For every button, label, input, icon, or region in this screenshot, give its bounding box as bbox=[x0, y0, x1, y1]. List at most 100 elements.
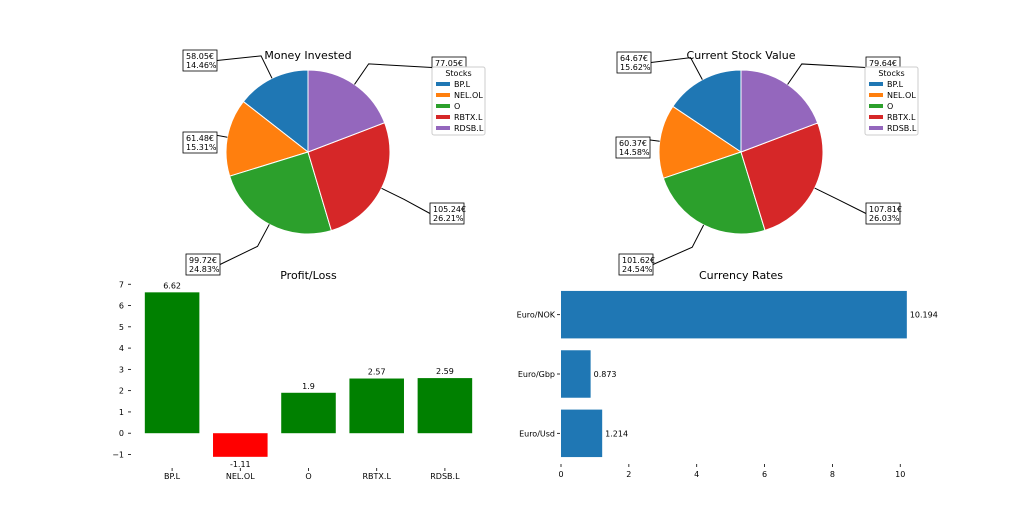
x-tick-label: 10 bbox=[895, 470, 905, 479]
bar-o bbox=[281, 392, 336, 434]
pie-slice-rbtx-l bbox=[307, 122, 391, 232]
annotation-leader-line bbox=[787, 63, 867, 85]
bar-value-label: 1.9 bbox=[302, 382, 315, 391]
x-tick-label: 0 bbox=[558, 470, 563, 479]
annotation-percent: 24.83% bbox=[189, 265, 220, 274]
annotation-percent: 14.46% bbox=[186, 61, 217, 70]
annotation-box bbox=[865, 202, 901, 225]
bar-value-label: 2.59 bbox=[436, 367, 454, 376]
annotation-leader-line bbox=[354, 63, 433, 85]
annotation-value: 60.37€ bbox=[619, 139, 647, 148]
bar-value-label: 6.62 bbox=[163, 281, 181, 290]
annotation-percent: 26.21% bbox=[433, 214, 464, 223]
pie-slice-bp-l bbox=[672, 69, 742, 153]
legend-label: O bbox=[887, 102, 893, 111]
y-tick-label: 7 bbox=[119, 280, 124, 289]
current-stock-value-chart: Current Stock Value 64.67€15.62% 60.37€14.… bbox=[615, 49, 919, 276]
x-tick-label: 8 bbox=[830, 470, 835, 479]
legend-label: RDSB.L bbox=[887, 124, 917, 133]
legend-label: RBTX.L bbox=[454, 113, 483, 122]
currency-rates-chart: Currency Rates 1.214 Euro/Usd 0.873 Euro/Gbp… bbox=[517, 269, 938, 479]
bar-value-label: 2.57 bbox=[368, 368, 386, 377]
annotation-leader-line bbox=[650, 57, 703, 80]
annotation-value: 105.24€ bbox=[433, 205, 466, 214]
annotation-percent: 15.31% bbox=[186, 143, 217, 152]
x-tick-label: 2 bbox=[626, 470, 631, 479]
chart-title: Current Stock Value bbox=[687, 49, 796, 62]
y-tick-label: Euro/Usd bbox=[519, 429, 555, 438]
y-tick-label: 0 bbox=[119, 429, 124, 438]
legend-label: RBTX.L bbox=[887, 113, 916, 122]
profit-loss-chart: Profit/Loss 6.62 BP.L -1.11 NEL.OL 1.9 O 2.57 RB… bbox=[112, 269, 473, 481]
pie-slice-nel-ol bbox=[225, 100, 310, 177]
chart-title: Money Invested bbox=[264, 49, 351, 62]
legend-label: BP.L bbox=[454, 80, 471, 89]
legend-swatch bbox=[436, 104, 450, 108]
annotation-box bbox=[429, 202, 465, 225]
x-tick-label: BP.L bbox=[164, 472, 181, 481]
bar-rbtx-l bbox=[349, 378, 404, 434]
annotation-value: 61.48€ bbox=[186, 134, 214, 143]
legend-swatch bbox=[869, 93, 883, 97]
legend-swatch bbox=[869, 82, 883, 86]
x-tick-label: O bbox=[305, 472, 311, 481]
annotation-box bbox=[618, 253, 654, 276]
annotation-box bbox=[185, 253, 221, 276]
y-tick-label: Euro/NOK bbox=[517, 311, 556, 320]
bar-value-label: 0.873 bbox=[594, 370, 617, 379]
legend-label: NEL.OL bbox=[887, 91, 916, 100]
annotation-leader-line bbox=[814, 187, 867, 214]
bar-nel-ol bbox=[213, 433, 268, 457]
bar-value-label: 1.214 bbox=[605, 429, 628, 438]
legend-swatch bbox=[869, 104, 883, 108]
chart-title: Currency Rates bbox=[699, 269, 783, 282]
y-tick-label: 3 bbox=[119, 365, 124, 374]
x-tick-label: 6 bbox=[762, 470, 767, 479]
pie-slice-o bbox=[229, 151, 333, 235]
chart-title: Profit/Loss bbox=[280, 269, 337, 282]
annotation-value: 107.81€ bbox=[869, 205, 902, 214]
y-tick-label: 5 bbox=[119, 323, 124, 332]
bar-euro-nok bbox=[561, 290, 907, 339]
bar-euro-usd bbox=[561, 409, 603, 458]
bar-bp-l bbox=[144, 292, 200, 434]
annotation-box bbox=[182, 49, 218, 72]
legend-swatch bbox=[436, 82, 450, 86]
x-tick-label: RDSB.L bbox=[430, 472, 460, 481]
annotation-box bbox=[615, 136, 651, 159]
legend-swatch bbox=[869, 126, 883, 130]
legend-label: RDSB.L bbox=[454, 124, 484, 133]
x-tick-label: NEL.OL bbox=[226, 472, 255, 481]
money-invested-chart: Money Invested 58.05€14.46% 61.48€15.31% 99… bbox=[182, 49, 486, 276]
annotation-value: 64.67€ bbox=[620, 54, 648, 63]
annotation-value: 77.05€ bbox=[435, 59, 463, 68]
legend-swatch bbox=[436, 93, 450, 97]
bar-value-label: 10.194 bbox=[910, 311, 938, 320]
annotation-leader-line bbox=[216, 55, 273, 79]
x-tick-label: 4 bbox=[694, 470, 699, 479]
annotation-value: 79.64€ bbox=[869, 59, 897, 68]
annotation-value: 99.72€ bbox=[189, 256, 217, 265]
bar-euro-gbp bbox=[561, 350, 591, 398]
legend-swatch bbox=[436, 126, 450, 130]
bar-rdsb-l bbox=[417, 378, 473, 434]
legend-label: BP.L bbox=[887, 80, 904, 89]
annotation-box bbox=[616, 51, 652, 74]
legend-title: Stocks bbox=[878, 69, 904, 78]
annotation-leader-line bbox=[219, 224, 270, 265]
legend-title: Stocks bbox=[445, 69, 471, 78]
annotation-box bbox=[182, 131, 218, 154]
annotation-percent: 14.58% bbox=[619, 148, 650, 157]
legend-label: O bbox=[454, 102, 460, 111]
legend-swatch bbox=[436, 115, 450, 119]
pie-slice-bp-l bbox=[242, 69, 309, 154]
legend-label: NEL.OL bbox=[454, 91, 483, 100]
annotation-percent: 15.62% bbox=[620, 63, 651, 72]
y-tick-label: 4 bbox=[119, 344, 124, 353]
y-tick-label: 6 bbox=[119, 302, 124, 311]
legend-swatch bbox=[869, 115, 883, 119]
annotation-value: 101.62€ bbox=[622, 256, 655, 265]
y-tick-label: −1 bbox=[112, 450, 124, 459]
pie-slice-o bbox=[662, 151, 766, 235]
